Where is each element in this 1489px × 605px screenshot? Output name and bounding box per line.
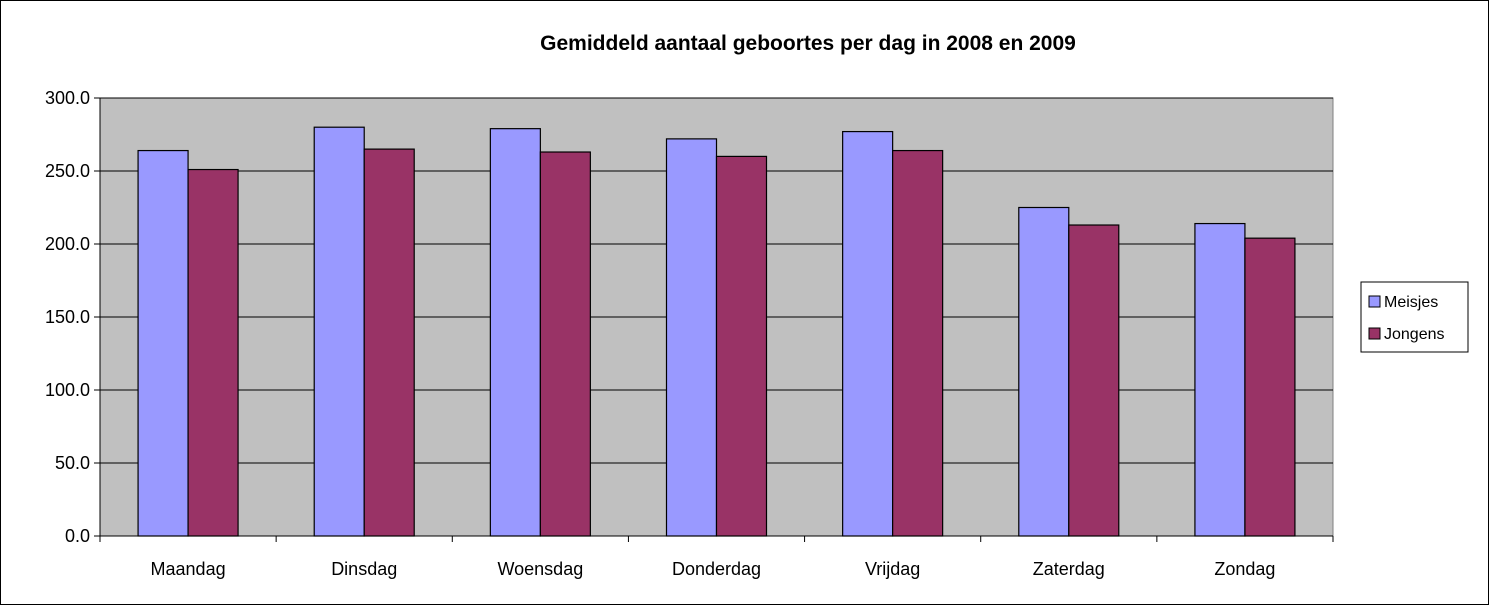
- y-tick-label: 100.0: [45, 380, 90, 400]
- bar-meisjes-woensdag: [489, 128, 541, 537]
- bar-jongens-maandag: [187, 168, 239, 537]
- x-tick-label: Woensdag: [497, 559, 583, 579]
- x-tick-label: Dinsdag: [331, 559, 397, 579]
- x-tick-label: Zondag: [1214, 559, 1275, 579]
- legend-swatch-jongens: [1368, 327, 1381, 340]
- bar-jongens-zondag: [1244, 237, 1296, 537]
- x-tick-label: Maandag: [151, 559, 226, 579]
- legend-label-meisjes: Meisjes: [1384, 294, 1438, 311]
- y-tick-label: 300.0: [45, 88, 90, 108]
- x-tick-label: Vrijdag: [865, 559, 920, 579]
- x-tick-label: Zaterdag: [1033, 559, 1105, 579]
- y-tick-label: 0.0: [65, 526, 90, 546]
- legend-swatch-meisjes: [1368, 295, 1381, 308]
- y-tick-label: 200.0: [45, 234, 90, 254]
- bar-jongens-woensdag: [539, 151, 591, 537]
- x-tick-label: Donderdag: [672, 559, 761, 579]
- chart-title: Gemiddeld aantaal geboortes per dag in 2…: [540, 32, 1076, 55]
- bar-meisjes-donderdag: [665, 138, 718, 537]
- legend-label-jongens: Jongens: [1384, 326, 1445, 343]
- plot-area: 0.0 50.0 100.0 150.0 200.0 250.0 300.0 Maandag D…: [45, 88, 1334, 579]
- bar-jongens-vrijdag: [892, 149, 944, 537]
- y-tick-label: 250.0: [45, 161, 90, 181]
- bar-jongens-zaterdag: [1068, 224, 1120, 537]
- bar-meisjes-maandag: [137, 149, 189, 537]
- legend-box: [1360, 281, 1469, 353]
- bar-meisjes-dinsdag: [313, 126, 365, 537]
- y-tick-label: 50.0: [55, 453, 90, 473]
- bar-meisjes-zaterdag: [1018, 206, 1070, 537]
- bar-meisjes-zondag: [1194, 222, 1246, 537]
- bar-jongens-dinsdag: [363, 148, 415, 537]
- y-tick-label: 150.0: [45, 307, 90, 327]
- bar-meisjes-vrijdag: [842, 130, 894, 537]
- bar-jongens-donderdag: [715, 155, 768, 537]
- legend: Meisjes Jongens: [1360, 281, 1469, 353]
